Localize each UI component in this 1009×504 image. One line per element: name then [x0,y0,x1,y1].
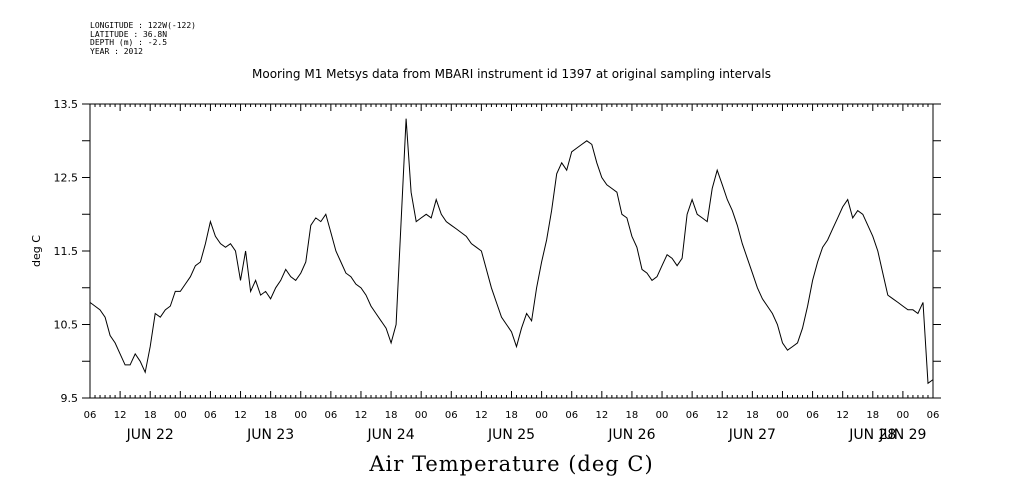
y-tick-label: 12.5 [54,172,79,185]
y-tick-label: 9.5 [61,392,79,405]
x-tick-label: 06 [686,410,699,421]
date-label: JUN 24 [367,427,415,443]
header-depth: DEPTH (m) : -2.5 [90,38,168,47]
x-tick-label: 18 [385,410,398,421]
header-longitude: LONGITUDE : 122W(-122) [90,21,196,30]
date-label: JUN 25 [487,427,535,443]
x-tick-label: 18 [505,410,518,421]
x-tick-label: 00 [897,410,910,421]
date-label: JUN 26 [607,427,655,443]
x-tick-label: 06 [806,410,819,421]
x-tick-label: 12 [114,410,127,421]
plot-frame [89,103,934,399]
x-tick-label: 12 [355,410,368,421]
x-tick-label: 06 [324,410,337,421]
x-tick-label: 00 [776,410,789,421]
chart-title: Mooring M1 Metsys data from MBARI instru… [252,67,771,81]
x-tick-label: 06 [204,410,217,421]
y-tick-label: 10.5 [54,319,79,332]
x-tick-label: 18 [626,410,639,421]
x-tick-label: 06 [927,410,940,421]
x-tick-label: 12 [595,410,608,421]
x-tick-label: 18 [866,410,879,421]
x-tick-label: 00 [174,410,187,421]
y-tick-label: 11.5 [54,245,79,258]
x-tick-label: 00 [415,410,428,421]
x-tick-label: 00 [656,410,669,421]
x-tick-label: 06 [445,410,458,421]
date-label: JUN 22 [126,427,174,443]
date-label: JUN 29 [878,427,926,443]
x-tick-label: 12 [475,410,488,421]
series-line [89,118,934,385]
x-tick-label: 12 [716,410,729,421]
header-year: YEAR : 2012 [90,46,143,56]
header-latitude: LATITUDE : 36.8N [90,29,168,39]
x-tick-label: 12 [836,410,849,421]
x-tick-label: 00 [294,410,307,421]
y-tick-label: 13.5 [54,98,79,111]
date-label: JUN 28 [848,427,896,443]
x-tick-label: 12 [234,410,247,421]
x-tick-label: 18 [264,410,277,421]
x-tick-label: 06 [565,410,578,421]
y-axis-label: deg C [30,235,43,267]
x-tick-label: 00 [535,410,548,421]
x-axis-label: Air Temperature (deg C) [369,452,654,476]
x-tick-label: 18 [144,410,157,421]
date-label: JUN 27 [728,427,776,443]
date-label: JUN 23 [246,427,294,443]
x-tick-label: 06 [84,410,97,421]
x-tick-label: 18 [746,410,759,421]
